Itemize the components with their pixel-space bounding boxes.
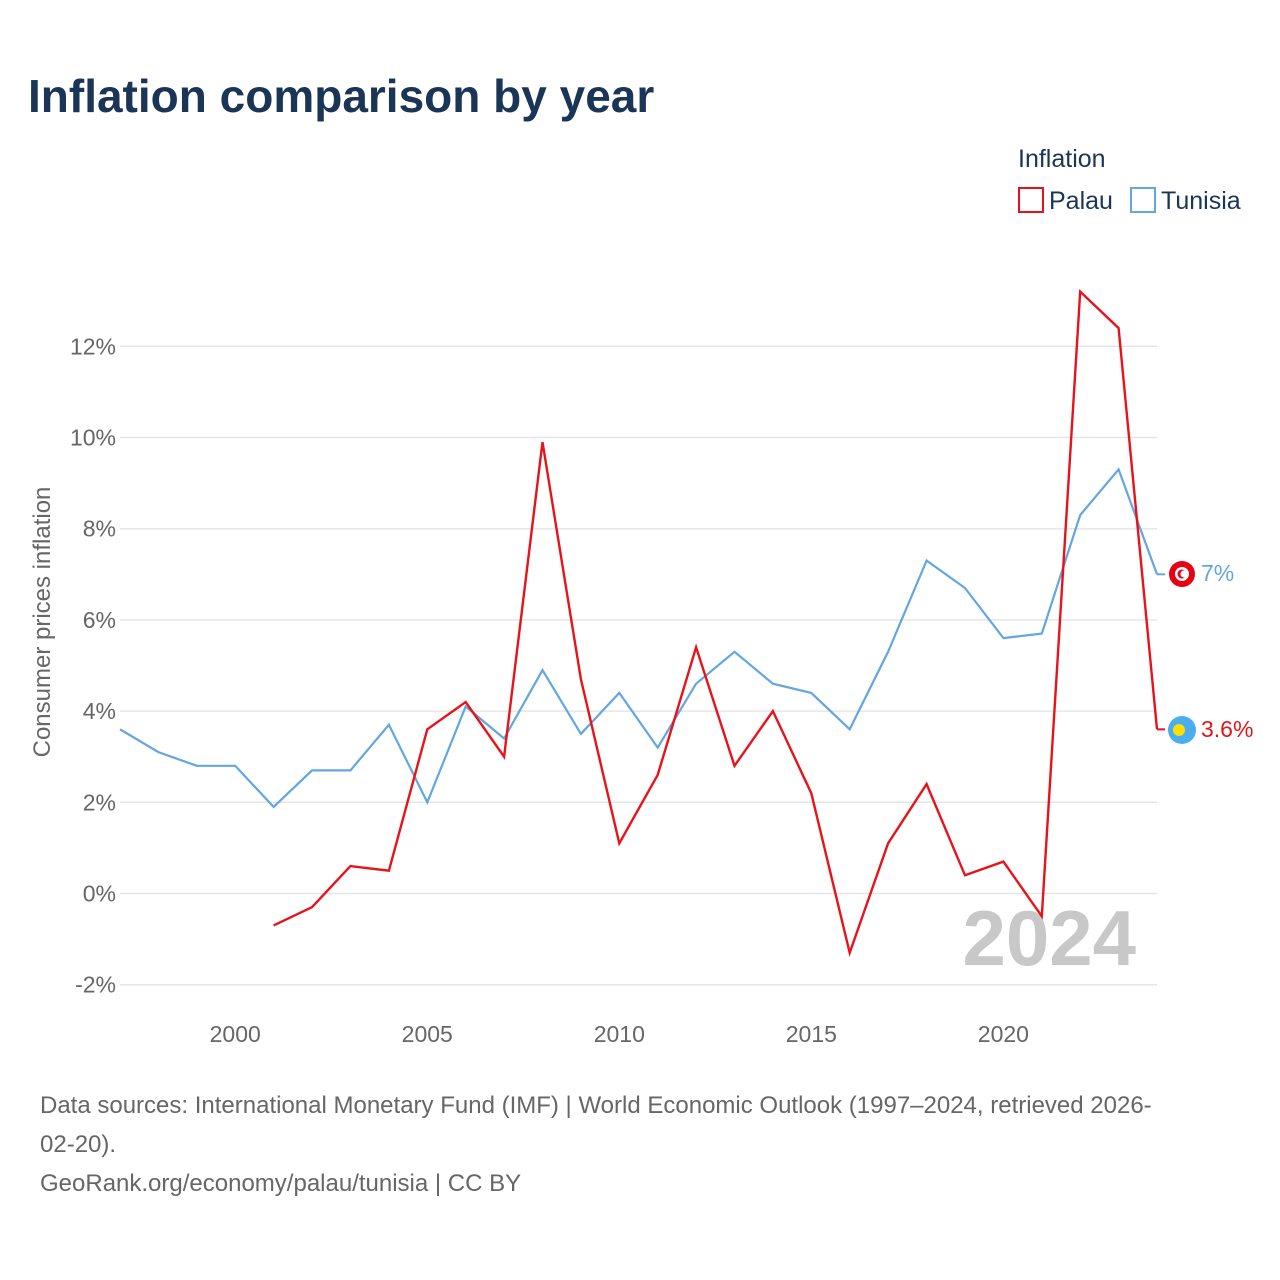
legend-swatch-tunisia[interactable] [1130,187,1156,213]
y-tick-label: 10% [70,425,116,451]
tunisia-end-label: 7% [1201,560,1234,586]
y-axis-label: Consumer prices inflation [29,487,56,758]
palau-end-label: 3.6% [1201,716,1253,742]
y-tick-label: -2% [75,972,116,998]
gridlines [120,345,1157,986]
series-lines [119,288,1165,958]
legend-label-palau[interactable]: Palau [1049,187,1113,215]
x-tick-label: 2005 [402,1021,453,1047]
legend-swatch-palau[interactable] [1018,187,1044,213]
series-line-tunisia [119,467,1159,809]
tunisia-end-marker: 7% [1169,560,1234,587]
palau-flag-disc [1173,724,1185,736]
x-tick-label: 2010 [594,1021,645,1047]
y-tick-label: 4% [83,698,116,724]
chart-title: Inflation comparison by year [28,70,654,122]
legend: Inflation Palau Tunisia [1018,145,1241,215]
source-line-1: Data sources: International Monetary Fun… [40,1092,1152,1119]
y-tick-label: 0% [83,881,116,907]
tunisia-flag-crescent-cut [1180,570,1188,578]
y-tick-label: 8% [83,516,116,542]
y-axis-ticks: -2% 0% 2% 4% 6% 8% 10% 12% [70,333,116,997]
x-tick-label: 2015 [786,1021,837,1047]
source-link[interactable]: GeoRank.org/economy/palau/tunisia | CC B… [40,1170,521,1197]
x-tick-label: 2000 [210,1021,261,1047]
legend-title: Inflation [1018,145,1106,173]
y-tick-label: 6% [83,607,116,633]
year-watermark: 2024 [962,894,1136,982]
legend-label-tunisia[interactable]: Tunisia [1161,187,1241,215]
series-line-palau [273,288,1159,958]
palau-end-marker: 3.6% [1168,716,1253,744]
x-axis-ticks: 2000 2005 2010 2015 2020 [210,1021,1029,1047]
x-tick-label: 2020 [978,1021,1029,1047]
y-tick-label: 12% [70,333,116,359]
y-tick-label: 2% [83,789,116,815]
source-line-2: 02-20). [40,1131,116,1158]
